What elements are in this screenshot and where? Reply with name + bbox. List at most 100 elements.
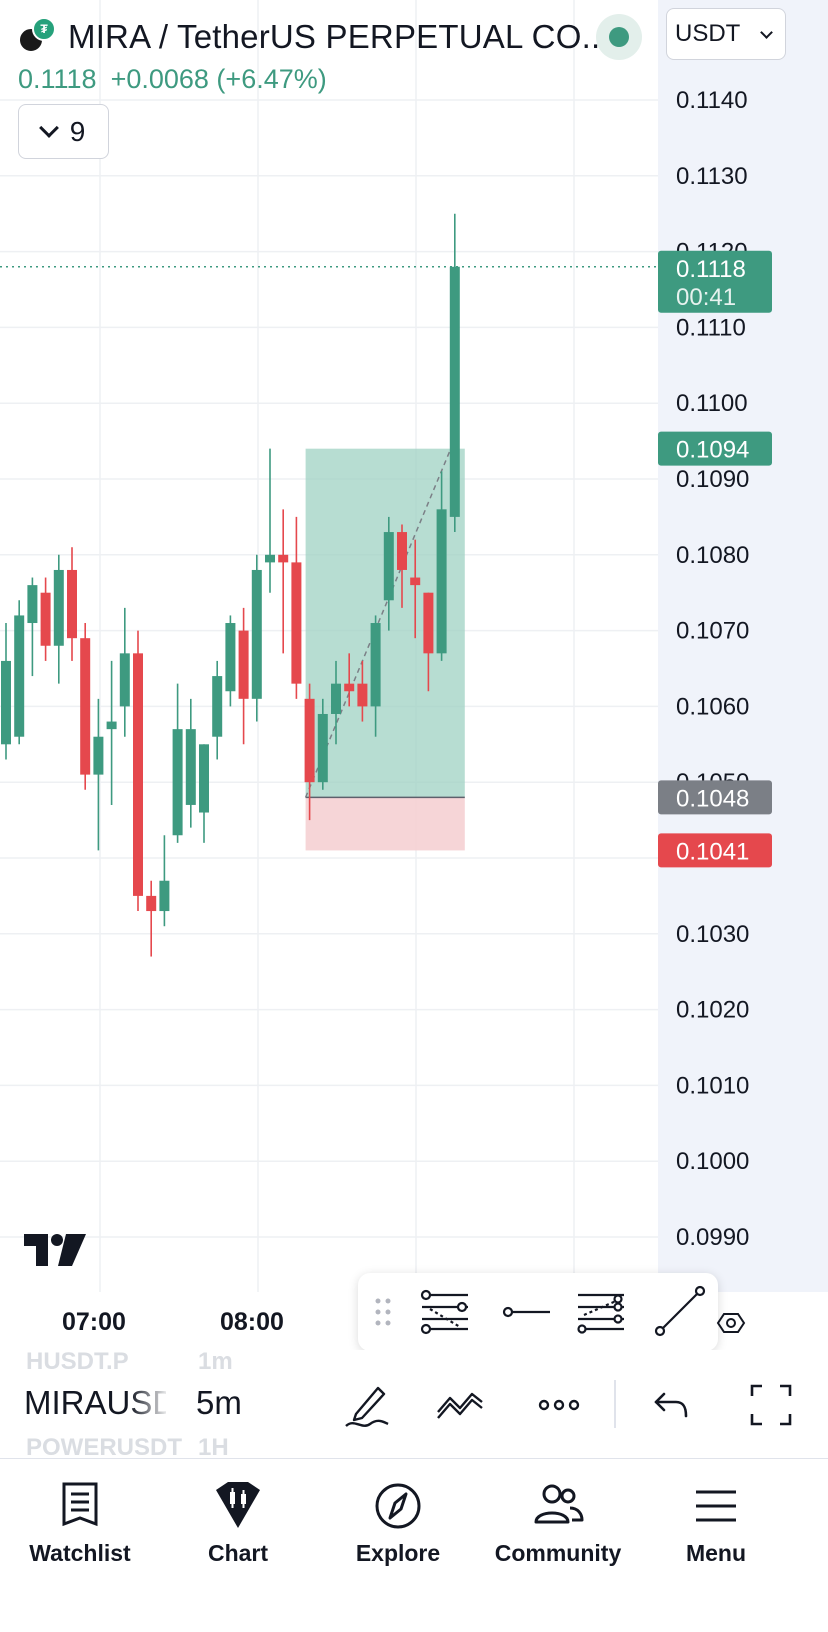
symbol-scroll-next[interactable]: POWERUSDT <box>26 1434 182 1461</box>
price-axis-label: 0.1100 <box>676 390 748 417</box>
chart-area[interactable]: 0.11400.11300.11200.11100.11000.10900.10… <box>0 0 828 1350</box>
candle-up <box>27 585 38 624</box>
candle-down <box>423 592 434 654</box>
price-axis-label: 0.1010 <box>676 1072 749 1099</box>
tab-label: Chart <box>207 1540 269 1566</box>
symbol-scroll-prev[interactable]: HUSDT.P <box>26 1348 129 1375</box>
compass-icon <box>375 1483 421 1529</box>
price-tag-entry <box>658 780 772 815</box>
candle-down <box>357 683 368 707</box>
price-tag-target <box>658 431 772 466</box>
candle-down <box>344 683 355 692</box>
candle-up <box>212 676 223 737</box>
timeframe-picker[interactable]: 5m <box>196 1384 242 1421</box>
timeframe-scroll-next[interactable]: 1H <box>198 1434 229 1461</box>
candle-up <box>185 729 196 805</box>
currency-select[interactable]: USDT <box>666 8 786 60</box>
candle-up <box>383 532 394 601</box>
candle-down <box>278 554 289 563</box>
bottom-tab-bar <box>0 1458 828 1632</box>
candle-up <box>159 880 170 912</box>
tab-community[interactable]: Community <box>478 1470 638 1590</box>
fullscreen-icon[interactable] <box>744 1378 798 1432</box>
undo-icon[interactable] <box>646 1378 700 1432</box>
tab-watchlist[interactable]: Watchlist <box>0 1470 160 1590</box>
tab-label: Menu <box>685 1540 747 1566</box>
candle-down <box>80 638 91 775</box>
time-axis-label: 07:00 <box>62 1308 126 1336</box>
candle-up <box>449 266 460 517</box>
symbol-header[interactable]: ₮ MIRA / TetherUS PERPETUAL CO... <box>18 14 610 60</box>
price-axis-label: 0.1030 <box>676 921 749 948</box>
price-line: 0.1118 +0.0068 (+6.47%) <box>18 64 327 95</box>
tether-logo-icon: ₮ <box>32 17 56 41</box>
price-tag-stop <box>658 833 772 868</box>
candle-up <box>251 569 262 699</box>
last-price: 0.1118 <box>18 64 97 94</box>
candle-down <box>238 630 249 699</box>
parallel-channel-tool-icon[interactable] <box>572 1285 628 1339</box>
candle-up <box>331 683 341 714</box>
community-icon <box>534 1484 584 1524</box>
tab-chart[interactable]: Chart <box>158 1470 318 1590</box>
candle-up <box>53 569 64 646</box>
price-chart[interactable]: 0.11400.11300.11200.11100.11000.10900.10… <box>0 0 828 1350</box>
horizontal-ray-tool-icon[interactable] <box>498 1285 554 1339</box>
price-axis-label: 0.1020 <box>676 997 749 1024</box>
price-axis-label: 0.1130 <box>676 163 748 190</box>
candle-up <box>265 554 275 563</box>
chevron-down-icon <box>38 117 59 138</box>
market-status-dot[interactable] <box>596 14 642 60</box>
candle-up <box>119 653 130 707</box>
tab-label: Watchlist <box>29 1540 131 1566</box>
tab-label: Community <box>494 1540 622 1566</box>
drawing-toolbar <box>358 1273 718 1351</box>
candle-down <box>40 592 51 646</box>
controls-divider <box>614 1380 616 1428</box>
drag-handle-icon[interactable] <box>364 1285 400 1339</box>
candle-down <box>146 895 157 912</box>
watchlist-icon <box>62 1482 98 1527</box>
candle-up <box>14 615 25 737</box>
trend-line-tool-icon[interactable] <box>652 1285 708 1339</box>
indicators-count: 9 <box>69 115 86 147</box>
candle-down <box>304 698 315 783</box>
candle-down <box>291 562 302 684</box>
more-options-icon[interactable] <box>532 1378 586 1432</box>
tab-menu[interactable]: Menu <box>636 1470 796 1590</box>
candle-down <box>133 653 143 896</box>
candle-up <box>317 713 328 783</box>
price-tag-value: 0.1094 <box>676 437 749 464</box>
settings-icon[interactable] <box>716 1308 746 1338</box>
price-axis-label: 0.1140 <box>676 87 748 114</box>
long-position-stop-zone <box>305 797 465 851</box>
symbol-logo: ₮ <box>18 17 58 57</box>
indicators-icon[interactable] <box>434 1378 488 1432</box>
price-change: +0.0068 (+6.47%) <box>110 64 327 94</box>
drawing-tools-pen-icon[interactable] <box>340 1378 394 1432</box>
bar-countdown: 00:41 <box>676 284 736 311</box>
price-tag-value: 0.1041 <box>676 838 749 865</box>
candle-up <box>199 744 209 813</box>
timeframe-scroll-prev[interactable]: 1m <box>198 1348 233 1375</box>
price-axis-label: 0.1080 <box>676 542 749 569</box>
price-scale <box>658 0 828 1292</box>
price-axis-label: 0.1090 <box>676 466 749 493</box>
time-axis-label: 08:00 <box>220 1308 284 1336</box>
tab-explore[interactable]: Explore <box>318 1470 478 1590</box>
price-tag-value: 0.1118 <box>676 256 746 283</box>
candle-up <box>225 623 236 692</box>
price-axis-label: 0.0990 <box>676 1224 749 1251</box>
price-axis-label: 0.1110 <box>676 314 746 341</box>
candle-up <box>93 736 104 775</box>
symbol-fade <box>130 1380 170 1428</box>
candle-down <box>397 532 407 570</box>
tradingview-logo-icon <box>24 1234 86 1266</box>
price-axis-label: 0.1000 <box>676 1148 749 1175</box>
currency-value: USDT <box>675 20 741 47</box>
menu-icon <box>696 1490 736 1522</box>
indicators-toggle-button[interactable]: 9 <box>18 104 109 159</box>
price-tag-value: 0.1048 <box>676 785 749 812</box>
price-axis-label: 0.1060 <box>676 693 749 720</box>
long-position-tool-icon[interactable] <box>416 1285 472 1339</box>
